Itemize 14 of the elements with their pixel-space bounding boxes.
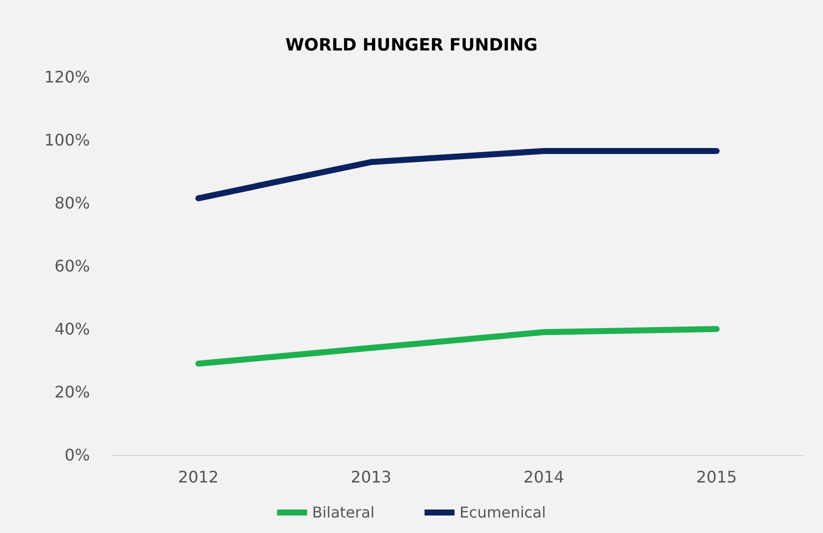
x-tick-label: 2012 bbox=[178, 468, 219, 486]
y-tick-label: 0% bbox=[64, 446, 90, 464]
y-tick-label: 40% bbox=[54, 320, 90, 338]
chart-title: WORLD HUNGER FUNDING bbox=[285, 36, 538, 56]
x-tick-label: 2015 bbox=[696, 468, 737, 486]
x-tick-label: 2014 bbox=[524, 468, 564, 486]
y-tick-label: 120% bbox=[44, 68, 90, 86]
y-tick-label: 60% bbox=[54, 256, 90, 276]
y-tick-label: 20% bbox=[54, 382, 90, 402]
y-tick-label: 80% bbox=[54, 194, 90, 212]
x-tick-label: 2013 bbox=[350, 468, 392, 486]
y-tick-label: 100% bbox=[44, 130, 90, 150]
legend-label: Bilateral bbox=[312, 504, 375, 522]
legend-label: Ecumenical bbox=[460, 504, 546, 522]
